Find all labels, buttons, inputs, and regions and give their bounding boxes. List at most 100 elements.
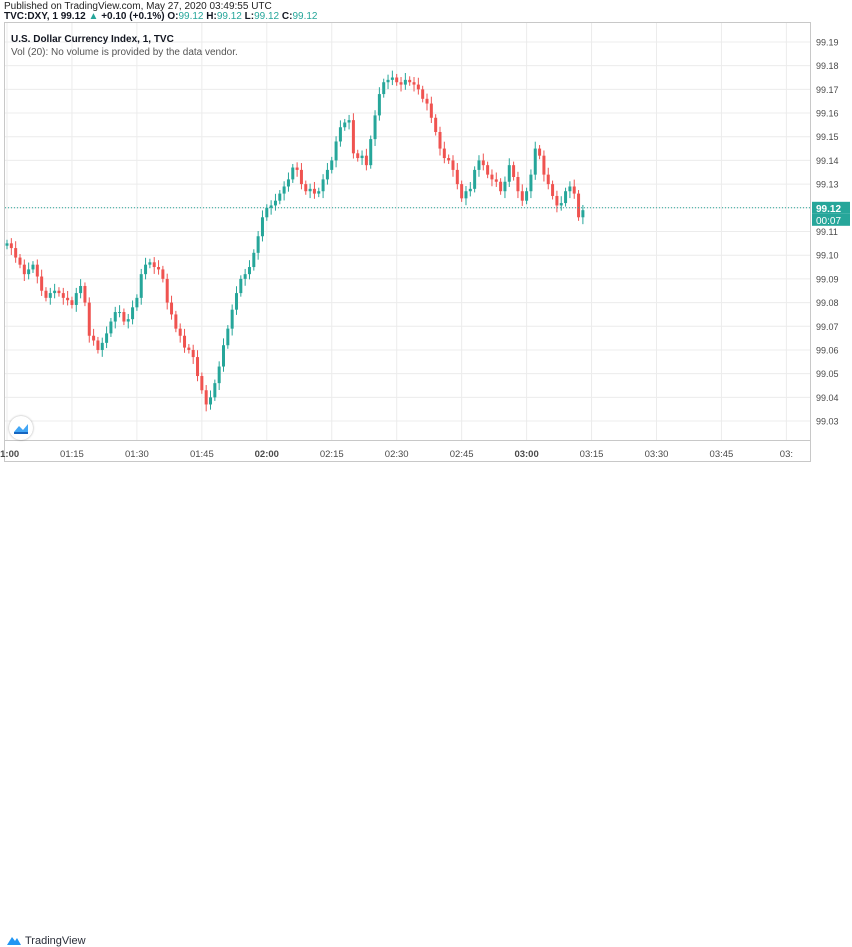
candle-body [70,300,74,305]
x-axis-tick-label: 02:00 [255,449,279,460]
candle-body [18,257,22,265]
candle-body [408,79,412,83]
candle-body [512,165,516,178]
candle-body [57,290,61,294]
candle-body [22,264,26,275]
candle-body [239,278,243,294]
candle-body [538,148,542,156]
candle-body [477,160,481,170]
volume-note: Vol (20): No volume is provided by the d… [11,47,238,58]
candle-body [131,307,135,320]
candle-body [442,148,446,159]
candle-body [157,267,161,270]
candle-body [568,186,572,192]
chart-legend: U.S. Dollar Currency Index, 1, TVC Vol (… [11,33,238,59]
chart-reset-icon [14,424,28,434]
candle-body [369,139,373,166]
y-axis-tick-label: 99.07 [816,322,839,332]
last-price: 99.12 [60,11,86,22]
close-value: 99.12 [292,11,318,22]
candle-body [170,302,174,315]
candle-body [79,285,83,294]
candle-body [494,179,498,182]
y-axis-tick-label: 99.16 [816,109,839,119]
symbol-label: TVC:DXY, 1 [4,11,58,22]
candle-body [247,267,251,275]
candle-body [282,186,286,194]
price-change: +0.10 (+0.1%) [101,11,165,22]
candle-body [546,174,550,185]
candle-body [412,82,416,85]
candle-body [217,366,221,384]
candle-body [5,243,9,246]
candle-body [213,383,217,398]
candle-body [139,274,143,298]
candle-body [118,312,122,314]
candle-body [434,117,438,132]
y-axis-tick-label: 99.06 [816,345,839,355]
candle-body [421,89,425,99]
candle-body [252,252,256,268]
high-value: 99.12 [216,11,242,22]
y-axis-tick-label: 99.08 [816,298,839,308]
candle-body [473,169,477,189]
y-axis-tick-label: 99.09 [816,274,839,284]
y-axis-tick-label: 99.04 [816,393,839,403]
candle-body [178,328,182,336]
candle-body [48,293,52,298]
candle-body [269,205,273,208]
y-axis-tick-label: 99.14 [816,156,839,166]
tradingview-brand: TradingView [25,935,86,947]
candle-body [390,77,394,80]
open-label: O: [167,11,179,22]
candle-body [516,177,520,192]
x-axis-tick-label: 03:15 [580,449,604,460]
candle-body [386,79,390,83]
candle-body [312,188,316,194]
candle-body [27,269,31,275]
countdown-label: 00:07 [816,216,841,227]
candle-body [273,200,277,206]
series-title: U.S. Dollar Currency Index, 1, TVC [11,34,174,45]
candle-body [74,293,78,305]
x-axis-tick-label: 03:30 [645,449,669,460]
footer: TradingView [0,465,852,947]
x-axis-tick-label: 02:45 [450,449,474,460]
open-value: 99.12 [178,11,204,22]
tradingview-logo-icon [7,937,21,945]
candle-body [53,290,57,294]
candle-body [230,309,234,329]
candle-body [295,167,299,170]
candle-body [572,186,576,194]
candle-body [334,141,338,161]
x-axis-tick-label: 01:00 [0,449,19,460]
candle-body [187,347,191,350]
price-chart[interactable]: 99.19 99.18 99.17 99.16 99.15 99.14 99.13 99.12… [0,0,852,465]
y-axis-tick-label: 99.10 [816,251,839,261]
candle-body [425,98,429,104]
candle-body [100,342,104,350]
candle-body [96,340,100,350]
candle-body [395,77,399,83]
candle-body [520,191,524,201]
low-label: L: [244,11,255,22]
reset-chart-button[interactable] [9,416,33,440]
candle-body [87,302,91,336]
candle-body [113,312,117,322]
candle-body [507,165,511,182]
candle-body [321,179,325,192]
candle-body [308,188,312,192]
published-note: Published on TradingView.com, May 27, 20… [4,1,272,12]
candle-body [222,345,225,367]
candle-body [14,248,18,258]
y-axis-tick-label: 99.11 [816,227,838,237]
candle-body [317,191,321,194]
candle-body [291,167,295,180]
candle-body [135,297,139,308]
y-axis-tick-label: 99.18 [816,61,839,71]
candle-body [183,335,187,348]
y-axis-tick-label: 99.13 [816,180,839,190]
x-axis-tick-label: 01:30 [125,449,149,460]
x-axis-tick-label: 03:45 [710,449,734,460]
candle-body [109,321,113,334]
